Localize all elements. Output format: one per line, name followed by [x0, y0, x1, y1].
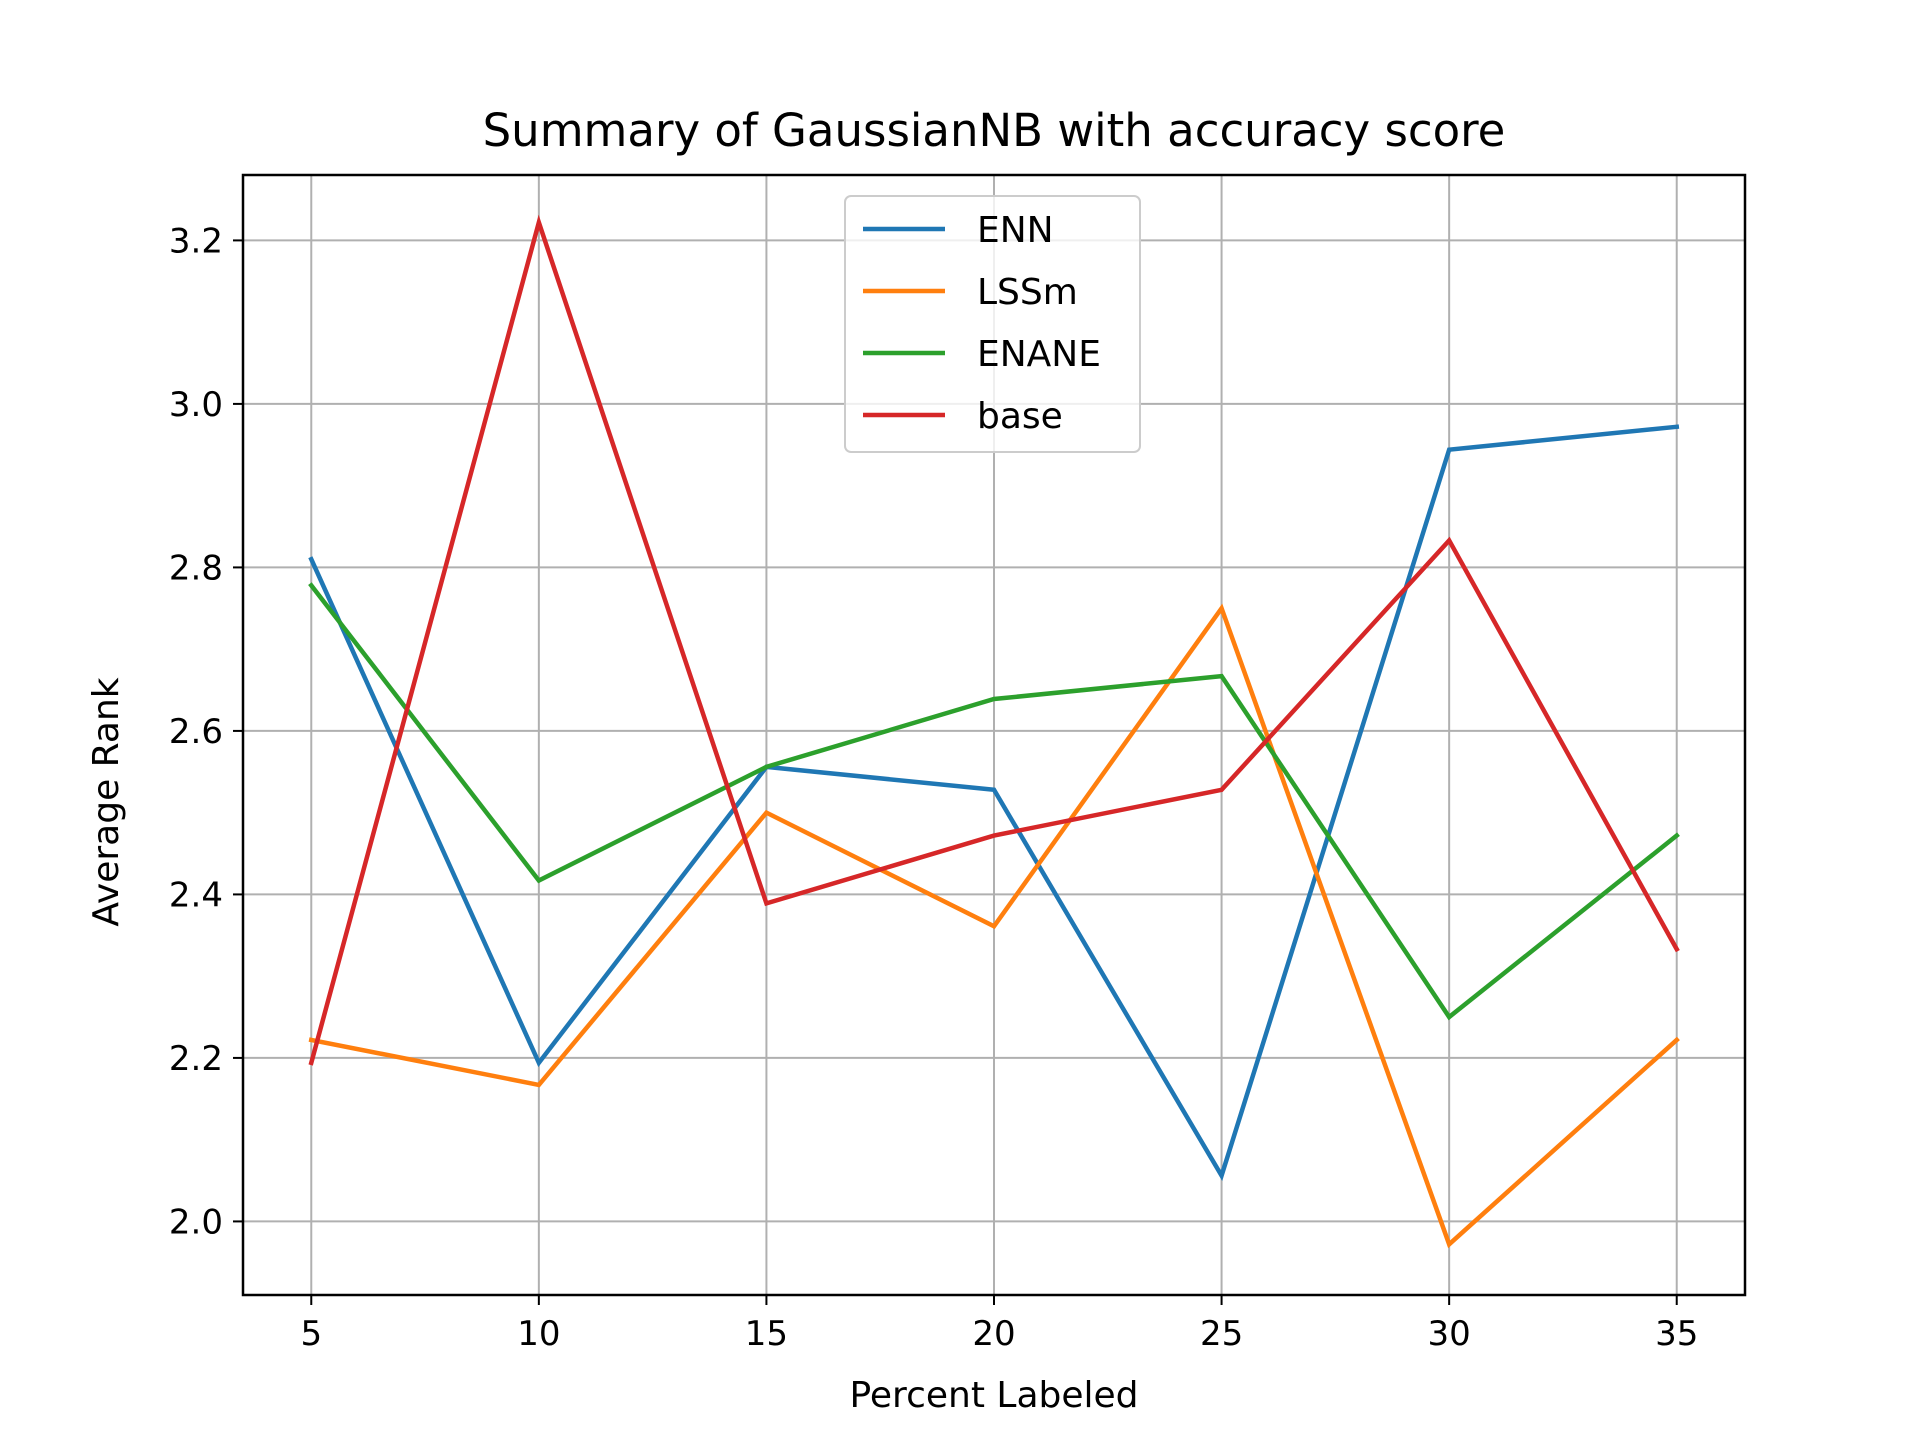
y-axis-label: Average Rank	[86, 677, 127, 926]
y-tick-label: 2.4	[169, 875, 223, 915]
series-line-enane	[308, 582, 1680, 1021]
chart-title: Summary of GaussianNB with accuracy scor…	[483, 104, 1506, 157]
x-tick-label: 20	[972, 1314, 1015, 1354]
x-tick-label: 5	[300, 1314, 322, 1354]
legend-label-enn: ENN	[977, 210, 1054, 251]
legend-box	[844, 195, 1141, 453]
legend-label-enane: ENANE	[977, 334, 1101, 375]
x-tick-label: 25	[1200, 1314, 1243, 1354]
x-tick-label: 15	[745, 1314, 788, 1354]
x-tick-label: 35	[1655, 1314, 1698, 1354]
y-tick-label: 2.6	[169, 712, 223, 752]
series-line-enn	[308, 424, 1680, 1182]
legend: ENN LSSm ENANE base	[844, 195, 1141, 453]
x-tick-label: 10	[517, 1314, 560, 1354]
y-tick-label: 2.8	[169, 548, 223, 588]
series-line-base	[308, 214, 1680, 1066]
y-tick-label: 3.0	[169, 385, 223, 425]
x-axis-label: Percent Labeled	[849, 1375, 1138, 1416]
y-tick-label: 2.0	[169, 1202, 223, 1242]
x-tick-label: 30	[1428, 1314, 1471, 1354]
legend-label-base: base	[977, 396, 1063, 437]
y-tick-label: 3.2	[169, 221, 223, 261]
legend-label-lssm: LSSm	[977, 272, 1078, 313]
y-tick-label: 2.2	[169, 1039, 223, 1079]
series-line-lssm	[308, 603, 1680, 1249]
axis-ticks: 5 10 15 20 25 30 35 2.0 2.2 2.4 2.6 2.8 3.0 3.2	[169, 221, 1698, 1354]
series-lines	[308, 214, 1680, 1249]
